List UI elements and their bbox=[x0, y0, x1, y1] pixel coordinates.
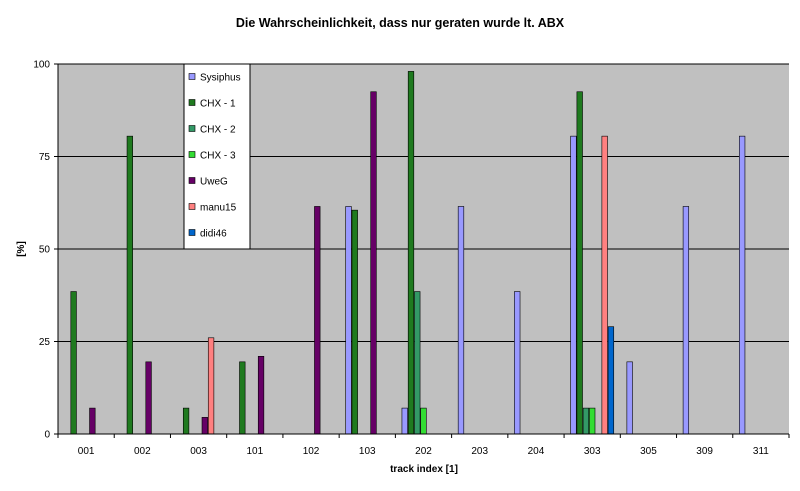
y-tick-label: 25 bbox=[39, 337, 51, 348]
legend-label: CHX - 2 bbox=[200, 125, 236, 136]
bar bbox=[126, 135, 133, 435]
bars bbox=[70, 71, 746, 435]
bar bbox=[626, 361, 633, 435]
legend-swatch bbox=[188, 177, 196, 184]
legend-swatch bbox=[188, 203, 196, 210]
legend-swatch bbox=[188, 229, 196, 236]
x-tick-label: 002 bbox=[134, 446, 151, 457]
bar bbox=[314, 206, 321, 435]
bar bbox=[739, 135, 746, 435]
y-ticks: 0 25 50 75 100 bbox=[33, 60, 58, 441]
bar bbox=[589, 407, 596, 435]
bar bbox=[601, 135, 608, 435]
x-tick-label: 202 bbox=[415, 446, 432, 457]
x-tick-label: 003 bbox=[190, 446, 207, 457]
legend-label: didi46 bbox=[200, 229, 227, 240]
x-axis-label: track index [1] bbox=[390, 464, 458, 475]
y-axis-label: [%] bbox=[16, 241, 27, 257]
legend-label: CHX - 3 bbox=[200, 151, 236, 162]
bar bbox=[570, 135, 577, 435]
bar bbox=[582, 407, 590, 435]
bar bbox=[401, 407, 408, 435]
legend-label: manu15 bbox=[200, 203, 237, 214]
chart-title: Die Wahrscheinlichkeit, dass nur geraten… bbox=[236, 16, 565, 30]
bar bbox=[182, 407, 190, 435]
x-ticks: 001 002 003 101 102 103 202 203 204 303 305 309 311 bbox=[57, 434, 790, 457]
bar bbox=[407, 71, 415, 435]
x-tick-label: 303 bbox=[584, 446, 601, 457]
bar bbox=[514, 291, 521, 435]
legend-label: CHX - 1 bbox=[200, 99, 236, 110]
y-tick-label: 0 bbox=[44, 430, 50, 441]
bar bbox=[607, 326, 615, 435]
bar bbox=[414, 291, 421, 435]
legend-label: UweG bbox=[200, 177, 228, 188]
bar bbox=[345, 206, 352, 435]
bar bbox=[70, 291, 77, 435]
bar bbox=[370, 91, 377, 435]
bar bbox=[351, 209, 358, 435]
bar bbox=[207, 337, 215, 435]
x-tick-label: 001 bbox=[78, 446, 95, 457]
gridlines bbox=[58, 63, 789, 342]
y-tick-label: 50 bbox=[39, 245, 51, 256]
x-tick-label: 309 bbox=[696, 446, 713, 457]
legend-swatch bbox=[188, 73, 196, 80]
y-tick-label: 100 bbox=[33, 60, 50, 71]
legend-swatch bbox=[188, 151, 196, 158]
bar bbox=[257, 355, 265, 435]
x-tick-label: 204 bbox=[528, 446, 545, 457]
legend: Sysiphus CHX - 1 CHX - 2 CHX - 3 UweG manu15 d… bbox=[183, 63, 251, 250]
bar bbox=[89, 407, 96, 435]
bar bbox=[201, 417, 208, 435]
x-tick-label: 101 bbox=[246, 446, 263, 457]
x-tick-label: 305 bbox=[640, 446, 657, 457]
bar bbox=[239, 361, 246, 435]
bar bbox=[682, 206, 690, 435]
x-tick-label: 102 bbox=[303, 446, 320, 457]
bar bbox=[576, 91, 583, 435]
legend-swatch bbox=[188, 125, 196, 132]
bar bbox=[420, 407, 427, 435]
y-tick-label: 75 bbox=[39, 152, 51, 163]
legend-label: Sysiphus bbox=[200, 73, 241, 84]
legend-swatch bbox=[188, 99, 196, 106]
x-tick-label: 103 bbox=[359, 446, 376, 457]
bar bbox=[457, 206, 465, 435]
bar bbox=[145, 361, 152, 435]
x-tick-label: 311 bbox=[753, 446, 769, 457]
x-tick-label: 203 bbox=[471, 446, 488, 457]
